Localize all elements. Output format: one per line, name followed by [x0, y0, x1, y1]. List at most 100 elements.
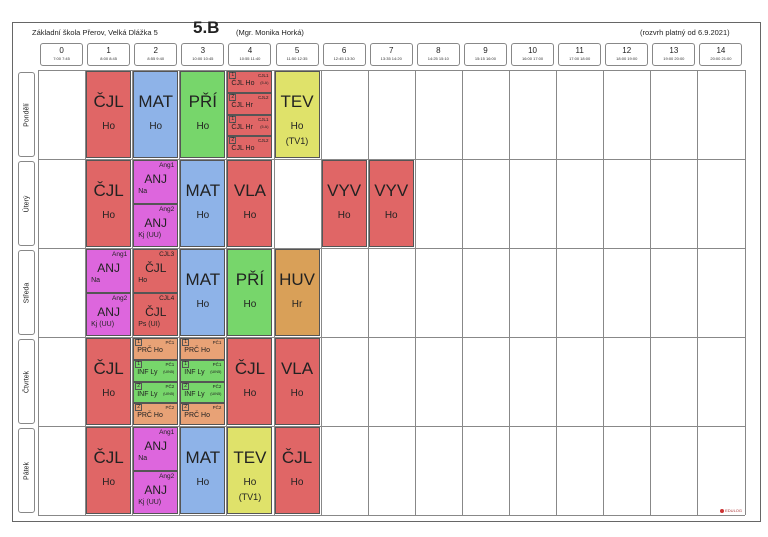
split-lesson-cell[interactable]: 2 PČ2 INF Ly (UIN5)	[180, 381, 226, 404]
lesson-text: INF Ly	[184, 368, 205, 376]
split-lesson-cell[interactable]: 2 PČ2 PRČ Ho	[180, 403, 226, 425]
lesson-cell[interactable]: MAT Ho	[133, 71, 179, 158]
lesson-teacher: Hr	[291, 299, 303, 310]
lesson-subject: HUV	[279, 270, 315, 289]
lesson-cell[interactable]: PŘÍ Ho	[180, 71, 226, 158]
split-lesson-cell[interactable]: 1 PČ1 PRČ Ho	[180, 338, 226, 360]
lesson-room: (5.A)	[260, 124, 269, 129]
day-label-3: Čtvrtek	[18, 339, 35, 424]
lesson-cell[interactable]: VLA Ho	[227, 160, 273, 247]
group-label: PČ1	[212, 361, 222, 367]
split-lesson-cell[interactable]: 2 PČ2 PRČ Ho	[133, 403, 179, 425]
lesson-cell[interactable]: ČJL Ho	[227, 338, 273, 425]
lesson-cell[interactable]: TEV Ho (TV1)	[274, 71, 320, 158]
period-header-8: 8 14:25 15:10	[416, 43, 460, 66]
subgroup-index: 2	[229, 137, 237, 145]
lesson-room: (TV1)	[285, 136, 309, 146]
lesson-text: PRČ Ho	[184, 347, 210, 354]
group-lesson-cell[interactable]: Ang1 ANJ Na	[133, 427, 179, 471]
lesson-cell[interactable]: ČJL Ho	[86, 71, 132, 158]
grid-vline	[461, 70, 463, 515]
lesson-teacher: Ho	[196, 210, 210, 221]
lesson-text: ČJL Ho	[231, 80, 255, 87]
lesson-room: (5.A)	[260, 81, 269, 85]
period-number: 3	[200, 46, 206, 55]
lesson-cell[interactable]: ČJL Ho	[274, 427, 320, 514]
lesson-cell[interactable]: HUV Hr	[274, 249, 320, 336]
period-header-7: 7 13:35 14:20	[369, 43, 413, 66]
period-time: 18:00 19:00	[616, 56, 638, 61]
group-label: PČ1	[165, 340, 175, 345]
grid-hline	[38, 159, 745, 160]
group-lesson-cell[interactable]: CJL4 ČJL Ps (UI)	[133, 292, 179, 336]
lesson-teacher: Ho	[290, 477, 304, 488]
lesson-subject: PŘÍ	[188, 92, 218, 111]
lesson-subject: ANJ	[97, 261, 120, 275]
grid-vline	[603, 70, 605, 515]
lesson-teacher: Ho	[243, 210, 257, 221]
grid-vline	[320, 70, 322, 515]
split-lesson-cell[interactable]: 2 PČ2 INF Ly (UIN5)	[133, 381, 179, 404]
grid-hline	[38, 70, 745, 71]
lesson-subject: ANJ	[144, 439, 168, 453]
group-lesson-cell[interactable]: Ang2 ANJ Kj (UU)	[86, 292, 132, 336]
lesson-subject: VLA	[233, 181, 266, 200]
lesson-teacher: Kj (UU)	[138, 231, 162, 239]
group-label: PČ2	[165, 405, 175, 411]
split-lesson-cell[interactable]: 1 CJL1 ČJL Ho (5.A)	[227, 71, 273, 93]
period-header-0: 0 7:00 7:45	[40, 43, 84, 66]
group-label: CJL2	[257, 94, 269, 100]
lesson-room: (UIN5)	[163, 391, 175, 396]
group-lesson-cell[interactable]: CJL3 ČJL Ho	[133, 249, 179, 293]
lesson-subject: ČJL	[145, 304, 167, 319]
split-lesson-cell[interactable]: 2 CJL2 ČJL Ho	[227, 136, 273, 158]
group-lesson-cell[interactable]: Ang2 ANJ Kj (UU)	[133, 203, 179, 247]
period-time: 8:55 9:40	[147, 56, 165, 61]
period-time: 12:45 13:30	[333, 56, 355, 61]
split-lesson-cell[interactable]: 2 CJL2 ČJL Hr	[227, 92, 273, 115]
split-lesson-cell[interactable]: 1 CJL1 ČJL Hr (5.A)	[227, 114, 273, 137]
logo-text: EDULOG	[725, 508, 743, 513]
lesson-teacher: Kj (UU)	[138, 498, 162, 506]
period-number: 8	[436, 46, 441, 55]
subgroup-index: 1	[182, 339, 190, 346]
lesson-subject: ČJL	[93, 448, 124, 467]
split-lesson-cell[interactable]: 1 PČ1 INF Ly (UIN5)	[180, 359, 226, 382]
group-label: Ang2	[159, 472, 175, 480]
lesson-cell[interactable]: VYV Ho	[368, 160, 414, 247]
split-lesson-cell[interactable]: 1 PČ1 INF Ly (UIN5)	[133, 359, 179, 382]
class-teacher: (Mgr. Monika Horká)	[236, 28, 304, 37]
period-number: 11	[575, 46, 584, 55]
logo-icon	[720, 508, 724, 513]
lesson-text: INF Ly	[184, 390, 205, 398]
lesson-cell[interactable]: ČJL Ho	[86, 338, 132, 425]
lesson-cell[interactable]: ČJL Ho	[86, 160, 132, 247]
lesson-cell[interactable]: TEV Ho (TV1)	[227, 427, 273, 514]
lesson-teacher: Ho	[384, 210, 398, 221]
day-name: Středa	[23, 282, 30, 303]
period-number: 2	[153, 46, 158, 55]
lesson-cell[interactable]: MAT Ho	[180, 249, 226, 336]
lesson-cell[interactable]: PŘÍ Ho	[227, 249, 273, 336]
group-lesson-cell[interactable]: Ang1 ANJ Na	[86, 249, 132, 293]
day-name: Pondělí	[23, 102, 30, 127]
lesson-teacher: Ho	[102, 388, 116, 399]
split-lesson-cell[interactable]: 1 PČ1 PRČ Ho	[133, 338, 179, 360]
lesson-cell[interactable]: VYV Ho	[321, 160, 367, 247]
grid-hline	[38, 515, 745, 516]
lesson-teacher: Ho	[196, 121, 210, 132]
lesson-teacher: Na	[91, 277, 101, 284]
group-lesson-cell[interactable]: Ang1 ANJ Na	[133, 160, 179, 204]
lesson-teacher: Ho	[149, 121, 163, 132]
period-header-13: 13 19:00 20:00	[652, 43, 696, 66]
lesson-cell[interactable]: MAT Ho	[180, 427, 226, 514]
lesson-cell[interactable]: ČJL Ho	[86, 427, 132, 514]
lesson-room: (TV1)	[238, 492, 262, 502]
grid-vline	[85, 70, 87, 515]
period-header-4: 4 10:55 11:40	[228, 43, 272, 66]
group-lesson-cell[interactable]: Ang2 ANJ Kj (UU)	[133, 470, 179, 514]
subgroup-index: 1	[229, 72, 237, 79]
lesson-cell[interactable]: VLA Ho	[274, 338, 320, 425]
lesson-cell[interactable]: MAT Ho	[180, 160, 226, 247]
period-header-10: 10 16:00 17:00	[511, 43, 555, 66]
